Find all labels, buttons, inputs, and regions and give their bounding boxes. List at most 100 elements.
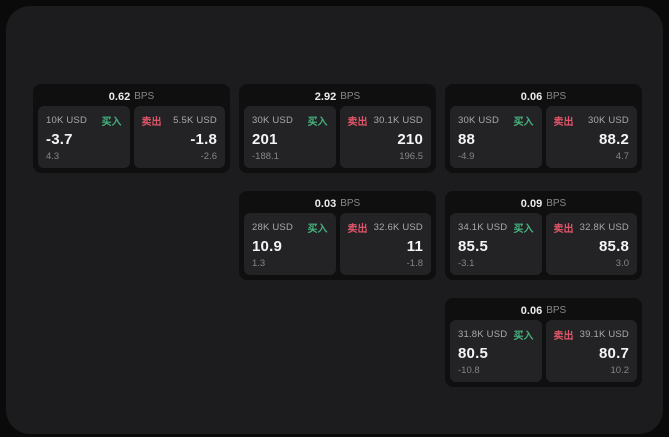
spread-value: 0.62: [108, 90, 131, 103]
quote-card: 0.03 BPS 28K USD 买入 10.9 1.3 卖出 32.6K US…: [239, 191, 436, 280]
sell-size: 39.1K USD: [579, 329, 629, 340]
buy-tile[interactable]: 34.1K USD 买入 85.5 -3.1: [450, 213, 542, 275]
buy-side-label: 买入: [307, 117, 328, 128]
sell-tile[interactable]: 卖出 30K USD 88.2 4.7: [545, 106, 637, 168]
sell-tile-top: 卖出 5.5K USD: [142, 113, 218, 128]
spread-unit: BPS: [546, 198, 567, 209]
buy-price: 85.5: [458, 238, 488, 255]
sell-side-label: 卖出: [347, 224, 368, 235]
sell-delta: -1.8: [406, 258, 423, 269]
sell-price: 210: [397, 131, 423, 148]
sell-price: 80.7: [599, 345, 629, 362]
buy-size: 30K USD: [458, 115, 500, 126]
buy-tile[interactable]: 28K USD 买入 10.9 1.3: [244, 213, 336, 275]
buy-size: 31.8K USD: [458, 329, 508, 340]
sell-tile-top: 卖出 32.8K USD: [554, 220, 630, 235]
sell-tile-top: 卖出 30.1K USD: [348, 113, 424, 128]
buy-tile[interactable]: 10K USD 买入 -3.7 4.3: [38, 106, 130, 168]
buy-side-label: 买入: [307, 224, 328, 235]
sell-size: 32.8K USD: [579, 222, 629, 233]
quotes-panel: 0.62 BPS 10K USD 买入 -3.7 4.3 卖出 5.5K USD…: [6, 6, 663, 434]
spread-value: 0.06: [520, 90, 543, 103]
quote-card: 2.92 BPS 30K USD 买入 201 -188.1 卖出 30.1K …: [239, 84, 436, 173]
sell-tile-top: 卖出 32.6K USD: [348, 220, 424, 235]
buy-tile[interactable]: 30K USD 买入 201 -188.1: [244, 106, 336, 168]
spread-header: 2.92 BPS: [239, 84, 436, 106]
sell-delta: 10.2: [610, 365, 630, 376]
buy-tile-top: 30K USD 买入: [458, 113, 534, 128]
buy-tile-top: 34.1K USD 买入: [458, 220, 534, 235]
sell-size: 5.5K USD: [173, 115, 217, 126]
spread-header: 0.09 BPS: [445, 191, 642, 213]
spread-value: 2.92: [314, 90, 337, 103]
sell-size: 30K USD: [587, 115, 629, 126]
spread-value: 0.06: [520, 304, 543, 317]
quote-tiles: 28K USD 买入 10.9 1.3 卖出 32.6K USD 11 -1.8: [239, 213, 436, 280]
sell-tile[interactable]: 卖出 39.1K USD 80.7 10.2: [545, 320, 637, 382]
quote-tiles: 30K USD 买入 88 -4.9 卖出 30K USD 88.2 4.7: [445, 106, 642, 173]
spread-unit: BPS: [134, 91, 155, 102]
buy-delta: -188.1: [252, 151, 279, 162]
sell-tile-top: 卖出 30K USD: [554, 113, 630, 128]
buy-tile[interactable]: 31.8K USD 买入 80.5 -10.8: [450, 320, 542, 382]
buy-delta: 1.3: [252, 258, 266, 269]
buy-side-label: 买入: [101, 117, 122, 128]
sell-side-label: 卖出: [141, 117, 162, 128]
sell-tile-top: 卖出 39.1K USD: [554, 327, 630, 342]
buy-size: 30K USD: [252, 115, 294, 126]
sell-size: 30.1K USD: [373, 115, 423, 126]
quote-tiles: 10K USD 买入 -3.7 4.3 卖出 5.5K USD -1.8 -2.…: [33, 106, 230, 173]
sell-delta: 3.0: [615, 258, 629, 269]
sell-price: 88.2: [599, 131, 629, 148]
buy-price: 201: [252, 131, 278, 148]
buy-delta: -4.9: [458, 151, 475, 162]
sell-tile[interactable]: 卖出 30.1K USD 210 196.5: [339, 106, 431, 168]
spread-unit: BPS: [340, 198, 361, 209]
sell-delta: 196.5: [399, 151, 423, 162]
quote-tiles: 34.1K USD 买入 85.5 -3.1 卖出 32.8K USD 85.8…: [445, 213, 642, 280]
sell-side-label: 卖出: [347, 117, 368, 128]
spread-value: 0.03: [314, 197, 337, 210]
buy-size: 34.1K USD: [458, 222, 508, 233]
sell-tile[interactable]: 卖出 32.8K USD 85.8 3.0: [545, 213, 637, 275]
sell-side-label: 卖出: [553, 224, 574, 235]
sell-price: 85.8: [599, 238, 629, 255]
buy-price: 80.5: [458, 345, 488, 362]
sell-delta: -2.6: [200, 151, 217, 162]
buy-delta: 4.3: [46, 151, 60, 162]
buy-side-label: 买入: [513, 331, 534, 342]
spread-unit: BPS: [546, 91, 567, 102]
buy-price: 88: [458, 131, 476, 148]
sell-delta: 4.7: [615, 151, 629, 162]
spread-header: 0.06 BPS: [445, 298, 642, 320]
spread-header: 0.03 BPS: [239, 191, 436, 213]
buy-size: 28K USD: [252, 222, 294, 233]
sell-size: 32.6K USD: [373, 222, 423, 233]
buy-tile-top: 10K USD 买入: [46, 113, 122, 128]
buy-delta: -10.8: [458, 365, 480, 376]
buy-side-label: 买入: [513, 117, 534, 128]
buy-tile-top: 31.8K USD 买入: [458, 327, 534, 342]
quotes-grid: 0.62 BPS 10K USD 买入 -3.7 4.3 卖出 5.5K USD…: [33, 84, 642, 387]
buy-tile[interactable]: 30K USD 买入 88 -4.9: [450, 106, 542, 168]
buy-delta: -3.1: [458, 258, 475, 269]
buy-tile-top: 30K USD 买入: [252, 113, 328, 128]
sell-tile[interactable]: 卖出 5.5K USD -1.8 -2.6: [133, 106, 225, 168]
quote-card: 0.09 BPS 34.1K USD 买入 85.5 -3.1 卖出 32.8K…: [445, 191, 642, 280]
spread-value: 0.09: [520, 197, 543, 210]
buy-price: -3.7: [46, 131, 73, 148]
sell-tile[interactable]: 卖出 32.6K USD 11 -1.8: [339, 213, 431, 275]
quote-card: 0.06 BPS 30K USD 买入 88 -4.9 卖出 30K USD 8…: [445, 84, 642, 173]
buy-tile-top: 28K USD 买入: [252, 220, 328, 235]
buy-price: 10.9: [252, 238, 282, 255]
sell-side-label: 卖出: [553, 331, 574, 342]
spread-unit: BPS: [340, 91, 361, 102]
sell-side-label: 卖出: [553, 117, 574, 128]
buy-size: 10K USD: [46, 115, 88, 126]
quote-tiles: 31.8K USD 买入 80.5 -10.8 卖出 39.1K USD 80.…: [445, 320, 642, 387]
sell-price: -1.8: [190, 131, 217, 148]
spread-header: 0.62 BPS: [33, 84, 230, 106]
buy-side-label: 买入: [513, 224, 534, 235]
spread-header: 0.06 BPS: [445, 84, 642, 106]
quote-card: 0.06 BPS 31.8K USD 买入 80.5 -10.8 卖出 39.1…: [445, 298, 642, 387]
